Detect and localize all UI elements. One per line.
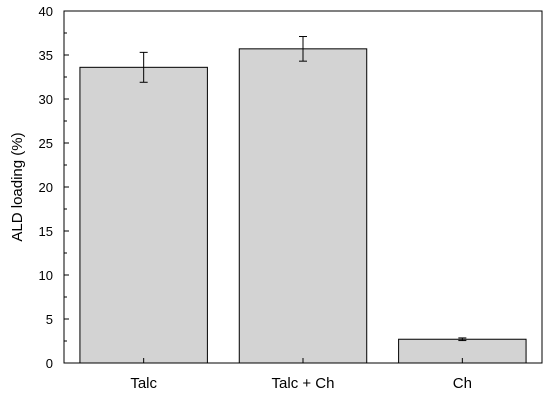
bar-1 xyxy=(238,48,368,364)
y-tick-label: 10 xyxy=(39,268,53,283)
y-tick-label: 15 xyxy=(39,224,53,239)
error-bars-group xyxy=(139,36,467,342)
y-tick-label: 25 xyxy=(39,136,53,151)
bar-0 xyxy=(79,66,208,364)
x-category-label: Ch xyxy=(453,375,472,392)
y-tick-label: 40 xyxy=(39,4,53,19)
bars-group xyxy=(79,48,527,364)
error-bar-2 xyxy=(458,337,467,342)
y-tick-label: 20 xyxy=(39,180,53,195)
x-axis: Talc Talc + Ch Ch xyxy=(130,358,472,392)
y-tick-label: 0 xyxy=(46,356,53,371)
y-tick-label: 5 xyxy=(46,312,53,327)
plot-frame xyxy=(63,10,543,364)
x-category-label: Talc xyxy=(130,375,157,392)
y-axis-title: ALD loading (%) xyxy=(9,132,26,241)
y-tick-label: 30 xyxy=(39,92,53,107)
x-category-label: Talc + Ch xyxy=(272,375,335,392)
error-bar-0 xyxy=(139,51,148,83)
y-tick-label: 35 xyxy=(39,48,53,63)
error-bar-1 xyxy=(299,36,307,62)
